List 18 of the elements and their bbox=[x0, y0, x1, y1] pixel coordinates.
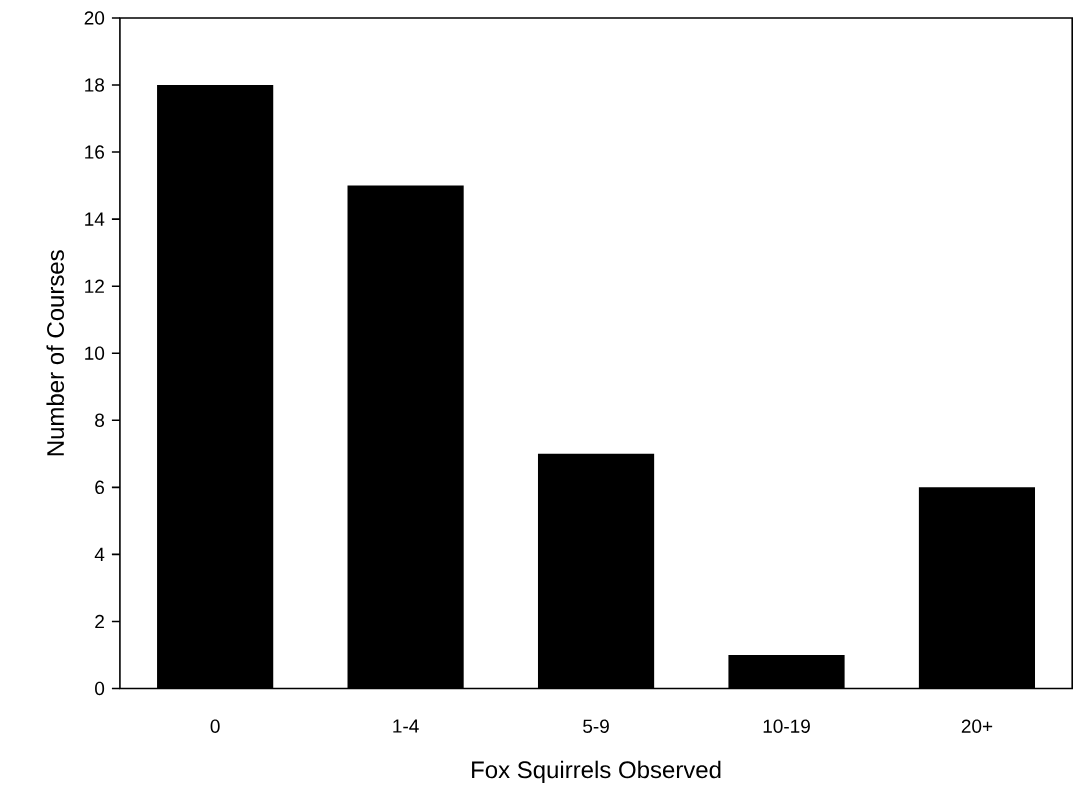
y-tick-label: 18 bbox=[85, 78, 105, 92]
x-axis-title: Fox Squirrels Observed bbox=[472, 760, 721, 783]
y-axis-title: Number of Courses bbox=[46, 249, 65, 456]
x-tick-label: 10-19 bbox=[763, 719, 810, 733]
x-tick-label: 20+ bbox=[961, 719, 993, 733]
y-tick-label: 14 bbox=[85, 212, 105, 226]
y-tick-label: 4 bbox=[94, 547, 105, 561]
y-tick-label: 2 bbox=[95, 614, 104, 628]
x-tick-label: 1-4 bbox=[393, 719, 419, 733]
x-tick-label: 0 bbox=[210, 719, 220, 733]
y-tick-label: 6 bbox=[95, 480, 105, 494]
y-tick-label: 0 bbox=[95, 681, 105, 696]
y-tick-label: 8 bbox=[95, 413, 105, 427]
y-tick-label: 20 bbox=[84, 11, 105, 25]
y-tick-label: 10 bbox=[85, 346, 105, 360]
y-tick-label: 16 bbox=[85, 145, 105, 159]
x-tick-label: 5-9 bbox=[583, 719, 609, 733]
y-tick-label: 12 bbox=[85, 279, 104, 293]
